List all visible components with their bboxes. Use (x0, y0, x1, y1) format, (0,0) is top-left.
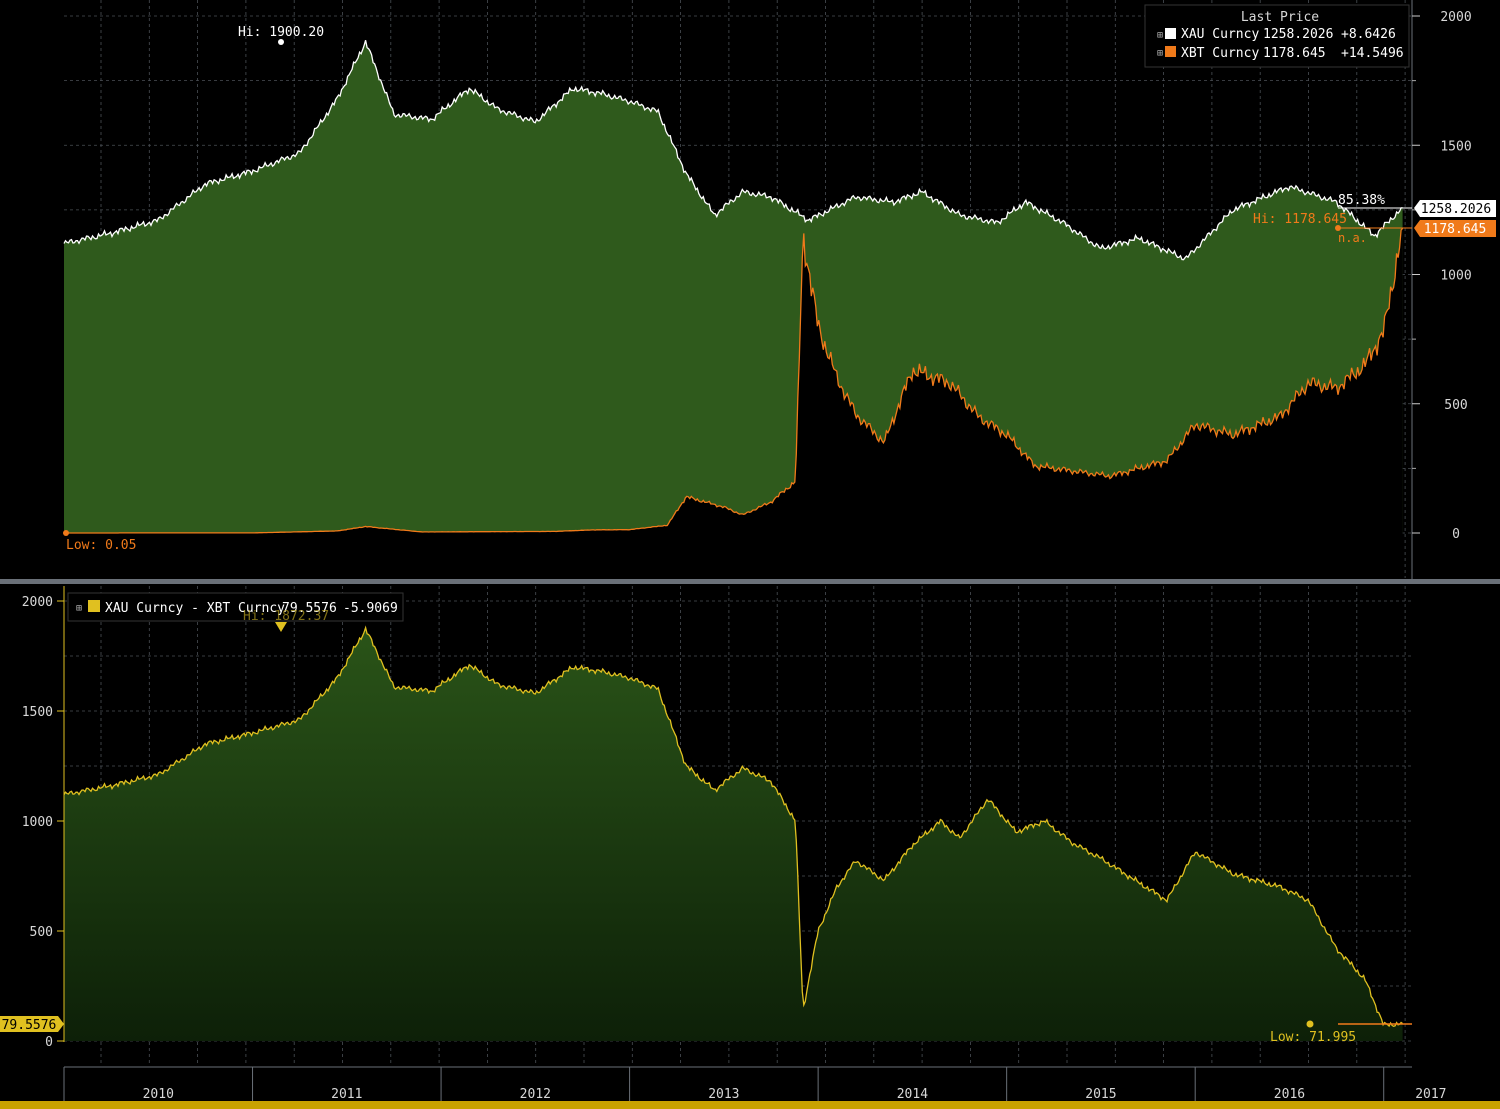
top-legend[interactable]: Last Price ⊞ XAU Curncy 1258.2026 +8.642… (1144, 4, 1410, 68)
top-panel[interactable]: 2000 1500 1000 500 0 Last Price ⊞ XAU Curncy… (63, 0, 1496, 580)
btc-last-tag-text: 1178.645 (1424, 222, 1487, 237)
y-tick-label: 2000 (22, 595, 53, 610)
y-tick-label: 1000 (1440, 269, 1471, 284)
legend-btc-change: +14.5496 (1341, 46, 1404, 61)
y-tick-label: 2000 (1440, 10, 1471, 25)
btc-fill (64, 228, 1403, 579)
x-tick-label: 2012 (520, 1087, 551, 1102)
btc-low-label: Low: 0.05 (66, 538, 136, 553)
top-y-axis: 2000 1500 1000 500 0 (1412, 10, 1472, 542)
bottom-y-axis: 2000 1500 1000 500 0 (22, 595, 64, 1050)
bottom-panel[interactable]: 2000 1500 1000 500 0 ⊞ XAU Curncy - XBT Curn… (0, 586, 1412, 1066)
gold-line (63, 40, 1403, 261)
legend-spread-value: 79.5576 (282, 601, 337, 616)
btc-line (64, 227, 1404, 534)
spread-hi-marker (275, 622, 287, 632)
bottom-legend[interactable]: ⊞ XAU Curncy - XBT Curncy 79.5576 -5.906… (67, 592, 404, 622)
gold-last-tag-text: 1258.2026 (1421, 202, 1491, 217)
top-legend-box (1144, 4, 1410, 68)
legend-expand-icon[interactable]: ⊞ (76, 603, 82, 614)
x-tick-label: 2011 (331, 1087, 362, 1102)
spread-hi-label: Hi: 1872.37 (243, 609, 329, 624)
na-label: n.a. (1338, 231, 1367, 245)
btc-low-marker (63, 530, 69, 536)
y-tick-label: 0 (1452, 527, 1460, 542)
legend-header: Last Price (1241, 10, 1319, 25)
bottom-legend-box (67, 592, 404, 622)
legend-gold-change: +8.6426 (1341, 27, 1396, 42)
x-tick-label: 2010 (143, 1087, 174, 1102)
legend-spread-name: XAU Curncy - XBT Curncy (105, 601, 285, 616)
spread-line (63, 625, 1403, 1028)
x-tick-label: 2015 (1085, 1087, 1116, 1102)
legend-btc-name: XBT Curncy (1181, 46, 1259, 61)
gold-last-tag (1414, 200, 1496, 217)
legend-spread-change: -5.9069 (343, 601, 398, 616)
legend-expand-icon[interactable]: ⊞ (1157, 48, 1163, 59)
gold-hi-marker (278, 39, 284, 45)
gold-hi-label: Hi: 1900.20 (238, 25, 324, 40)
btc-last-tag (1414, 220, 1496, 237)
btc-area (64, 227, 1404, 579)
legend-btc-value: 1178.645 (1263, 46, 1326, 61)
x-axis-labels: 2010 2011 2012 2013 2014 2015 2016 2017 (63, 1067, 1447, 1102)
spread-last-tag-text: 79.5576 (2, 1018, 57, 1033)
legend-gold-value: 1258.2026 (1263, 27, 1333, 42)
spread-area (63, 625, 1403, 1041)
panel-divider[interactable] (0, 579, 1500, 584)
square-white-icon (1165, 28, 1176, 39)
y-tick-label: 1500 (1440, 139, 1471, 154)
y-tick-label: 0 (45, 1035, 53, 1050)
spread-last-tag (0, 1016, 64, 1032)
square-yellow-icon (88, 600, 100, 612)
legend-gold-name: XAU Curncy (1181, 27, 1259, 42)
x-tick-label: 2016 (1274, 1087, 1305, 1102)
x-tick-label: 2017 (1415, 1087, 1446, 1102)
y-tick-label: 1500 (22, 705, 53, 720)
y-tick-label: 1000 (22, 815, 53, 830)
legend-expand-icon[interactable]: ⊞ (1157, 30, 1163, 41)
y-tick-label: 500 (30, 925, 53, 940)
y-tick-label: 500 (1444, 398, 1467, 413)
caption-strip (0, 1101, 1500, 1109)
x-tick-label: 2014 (897, 1087, 928, 1102)
gold-fill (64, 40, 1403, 533)
pct-change-label: 85.38% (1338, 193, 1385, 208)
x-axis: 2010 2011 2012 2013 2014 2015 2016 2017 (63, 1066, 1447, 1102)
x-tick-label: 2013 (708, 1087, 739, 1102)
gold-area (63, 40, 1403, 533)
btc-hi-label: Hi: 1178.645 (1253, 212, 1347, 227)
square-orange-icon (1165, 46, 1176, 57)
spread-fill (64, 627, 1403, 1041)
spread-low-marker (1306, 1020, 1314, 1028)
spread-low-label: Low: 71.995 (1270, 1030, 1356, 1045)
